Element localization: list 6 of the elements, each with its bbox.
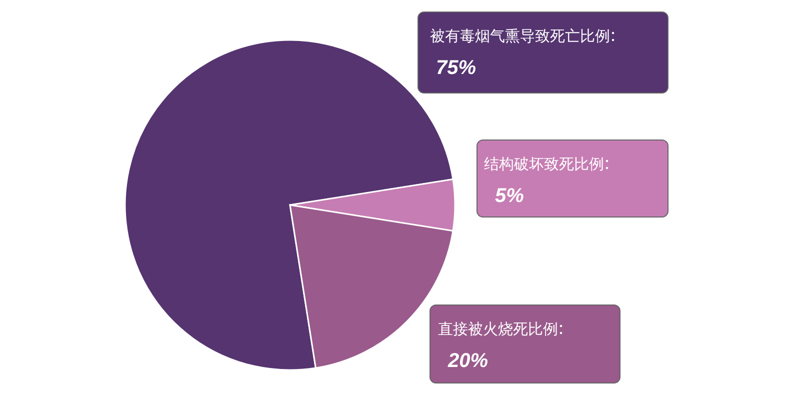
slice-label: 直接被火烧死比例 <box>438 320 558 338</box>
data-label: 5% <box>495 185 524 207</box>
slice-label: 被有毒烟气熏导致死亡比例 <box>430 27 610 45</box>
data-label: 20% <box>447 350 488 372</box>
slice-label: 结构破坏致死比例 <box>484 155 604 173</box>
data-label: 75% <box>436 57 476 79</box>
